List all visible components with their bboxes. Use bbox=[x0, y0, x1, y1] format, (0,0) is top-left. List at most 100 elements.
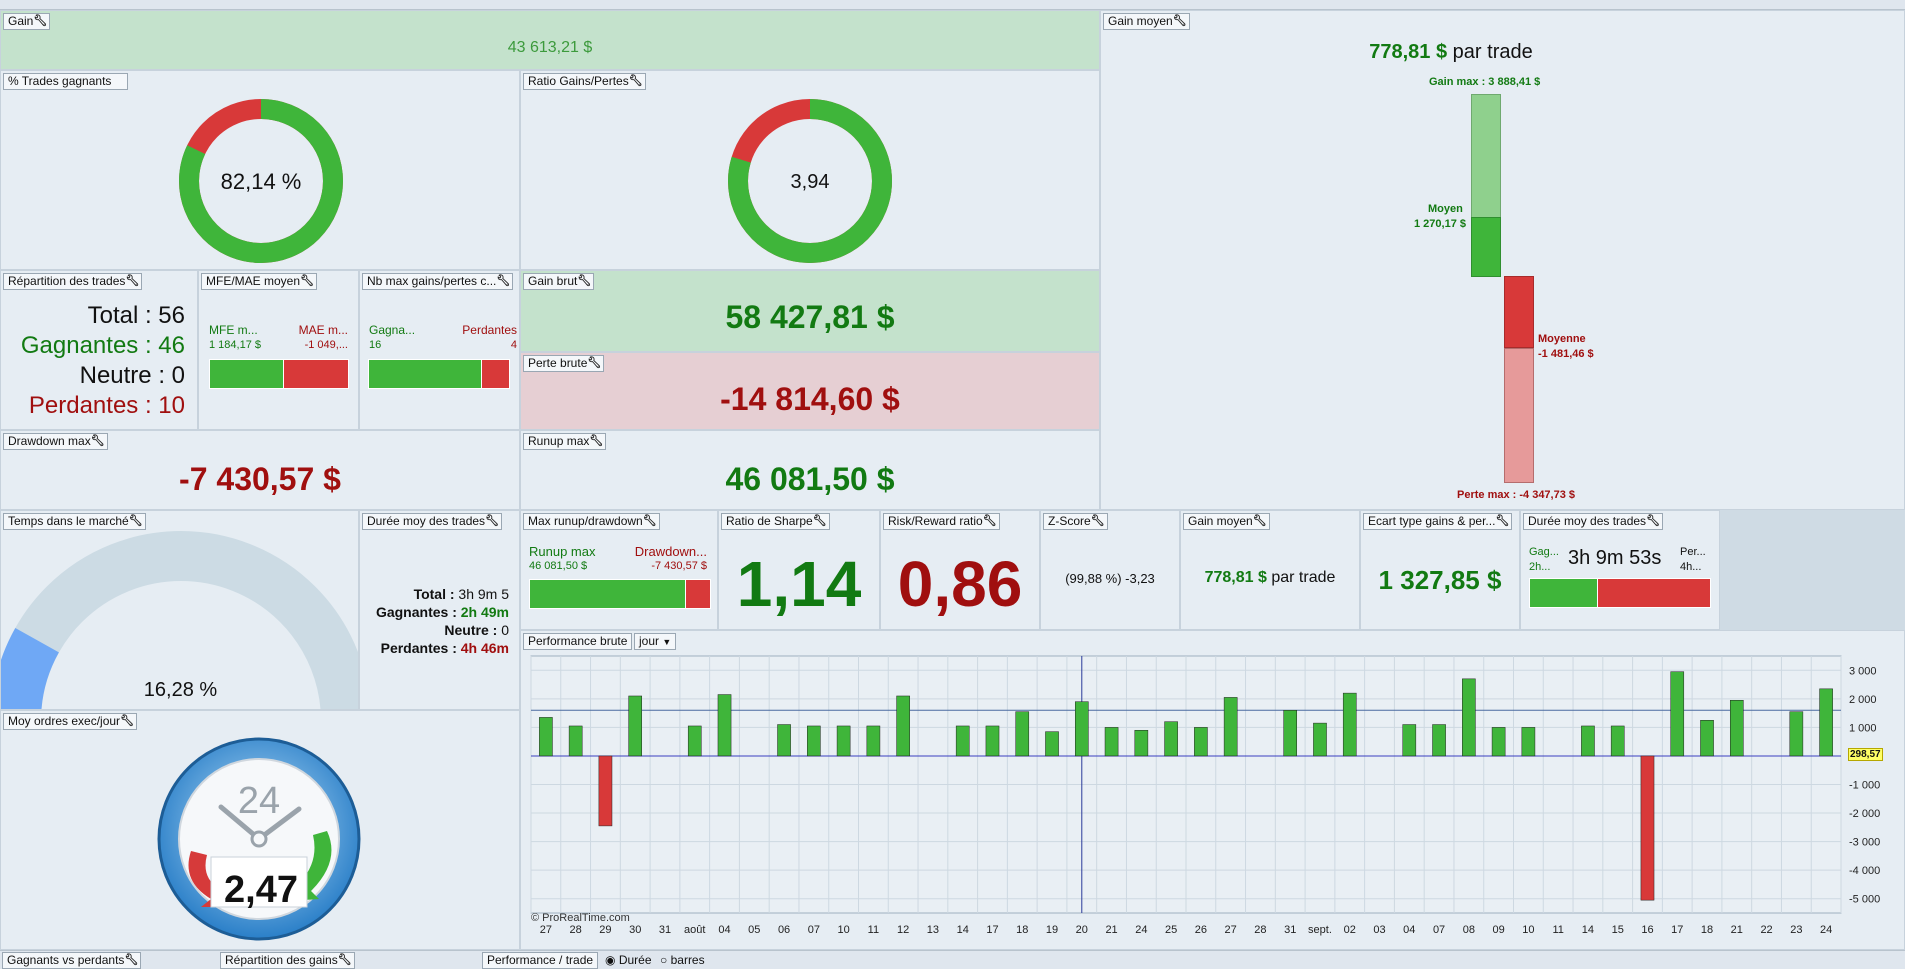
wrench-icon[interactable]: 🔧︎ bbox=[1172, 15, 1187, 27]
gain-brut-value: 58 427,81 $ bbox=[725, 299, 895, 335]
mfe-mae-title[interactable]: MFE/MAE moyen 🔧︎ bbox=[201, 273, 318, 290]
bottom-tab-perf-trade[interactable]: Performance / trade bbox=[482, 952, 599, 969]
wrench-icon[interactable]: 🔧︎ bbox=[628, 75, 643, 87]
perf-brute-select[interactable]: jour ▼ bbox=[634, 633, 677, 650]
nb-max-title[interactable]: Nb max gains/pertes c... 🔧︎ bbox=[362, 273, 514, 290]
chart-xtick-label: 18 bbox=[1701, 924, 1713, 936]
chart-xtick-label: 30 bbox=[629, 924, 641, 936]
moy-ordres-title[interactable]: Moy ordres exec/jour 🔧︎ bbox=[3, 713, 138, 730]
nb-max-gagnants-label: Gagna... bbox=[369, 323, 416, 337]
wrench-icon[interactable]: 🔧︎ bbox=[485, 515, 500, 527]
chart-bar bbox=[1610, 725, 1625, 757]
wrench-icon[interactable]: 🔧︎ bbox=[577, 275, 592, 287]
chart-xtick-label: 15 bbox=[1612, 924, 1624, 936]
moyenne-label: Moyenne bbox=[1538, 333, 1586, 345]
chart-bar bbox=[1729, 700, 1744, 757]
wrench-icon[interactable]: 🔧︎ bbox=[124, 954, 139, 966]
chart-xtick-label: 04 bbox=[718, 924, 730, 936]
max-runup-dd-title[interactable]: Max runup/drawdown 🔧︎ bbox=[523, 513, 660, 530]
runup-panel: Runup max 🔧︎ 46 081,50 $ bbox=[520, 430, 1100, 510]
wrench-icon[interactable]: 🔧︎ bbox=[1495, 515, 1510, 527]
perf-brute-title[interactable]: Performance brute bbox=[523, 633, 633, 650]
repartition-title-label: Répartition des trades bbox=[8, 274, 126, 288]
mfe-mae-panel: MFE/MAE moyen 🔧︎ MFE m... 1 184,17 $ MAE … bbox=[198, 270, 359, 430]
wrench-icon[interactable]: 🔧︎ bbox=[587, 357, 602, 369]
chart-xtick-label: 24 bbox=[1135, 924, 1147, 936]
ecart-type-title[interactable]: Ecart type gains & per... 🔧︎ bbox=[1363, 513, 1513, 530]
duree-moy2-title[interactable]: Durée moy des trades 🔧︎ bbox=[1523, 513, 1664, 530]
nb-max-gagnants-value: 16 bbox=[369, 339, 382, 351]
duree2-gag-value: 2h... bbox=[1529, 561, 1551, 573]
runup-title-label: Runup max bbox=[528, 434, 590, 448]
temps-marche-title[interactable]: Temps dans le marché 🔧︎ bbox=[3, 513, 146, 530]
wrench-icon[interactable]: 🔧︎ bbox=[982, 515, 997, 527]
perte-brute-panel: Perte brute 🔧︎ -14 814,60 $ bbox=[520, 352, 1100, 430]
wrench-icon[interactable]: 🔧︎ bbox=[812, 515, 827, 527]
chart-xtick-label: 11 bbox=[868, 924, 879, 936]
wrench-icon[interactable]: 🔧︎ bbox=[90, 435, 105, 447]
chart-xtick-label: 21 bbox=[1731, 924, 1743, 936]
repartition-title[interactable]: Répartition des trades 🔧︎ bbox=[3, 273, 143, 290]
wrench-icon[interactable]: 🔧︎ bbox=[120, 715, 135, 727]
loss-avg-bar bbox=[1504, 276, 1534, 348]
moy-ordres-title-label: Moy ordres exec/jour bbox=[8, 714, 121, 728]
gain-brut-title[interactable]: Gain brut 🔧︎ bbox=[523, 273, 595, 290]
bottom-tab-gagnants[interactable]: Gagnants vs perdants 🔧︎ bbox=[2, 952, 142, 969]
risk-reward-title[interactable]: Risk/Reward ratio 🔧︎ bbox=[883, 513, 1000, 530]
zscore-title[interactable]: Z-Score 🔧︎ bbox=[1043, 513, 1108, 530]
chart-xtick-label: 06 bbox=[778, 924, 790, 936]
radio-barres[interactable]: ○ barres bbox=[660, 953, 705, 967]
sharpe-title-label: Ratio de Sharpe bbox=[726, 514, 813, 528]
duree-neutre-row: Neutre : 0 bbox=[376, 621, 509, 639]
wrench-icon[interactable]: 🔧︎ bbox=[128, 515, 143, 527]
runup-bar-fill bbox=[530, 580, 685, 608]
chart-bar bbox=[1700, 720, 1714, 757]
perte-brute-title[interactable]: Perte brute 🔧︎ bbox=[523, 355, 605, 372]
duree-moy2-title-label: Durée moy des trades bbox=[1528, 514, 1647, 528]
chart-xtick-label: 27 bbox=[1225, 924, 1237, 936]
trades-gagnants-panel: % Trades gagnants 82,14 % bbox=[0, 70, 520, 270]
wrench-icon[interactable]: 🔧︎ bbox=[496, 275, 511, 287]
empty-area bbox=[1720, 510, 1905, 630]
mae-bar-fill bbox=[283, 360, 348, 388]
wrench-icon[interactable]: 🔧︎ bbox=[337, 954, 352, 966]
chart-ytick-label: 2 000 bbox=[1849, 694, 1877, 706]
duree-moy2-panel: Durée moy des trades 🔧︎ Gag... 2h... 3h 9… bbox=[1520, 510, 1720, 630]
moy-ordres-value: 2,47 bbox=[224, 869, 298, 911]
chart-bar bbox=[1342, 692, 1357, 757]
chart-bar bbox=[836, 725, 851, 757]
gain-moyen-small-suffix: par trade bbox=[1271, 569, 1336, 586]
gain-value: 43 613,21 $ bbox=[507, 39, 593, 56]
chart-bar bbox=[955, 725, 970, 757]
chart-xtick-label: 20 bbox=[1076, 924, 1088, 936]
wrench-icon[interactable]: 🔧︎ bbox=[589, 435, 604, 447]
wrench-icon[interactable]: 🔧︎ bbox=[1252, 515, 1267, 527]
gain-moyen-title-label: Gain moyen bbox=[1108, 14, 1173, 28]
wrench-icon[interactable]: 🔧︎ bbox=[1090, 515, 1105, 527]
gain-moyen-small-title[interactable]: Gain moyen 🔧︎ bbox=[1183, 513, 1270, 530]
wrench-icon[interactable]: 🔧︎ bbox=[642, 515, 657, 527]
chart-xtick-label: 02 bbox=[1344, 924, 1356, 936]
duree-moy-title[interactable]: Durée moy des trades 🔧︎ bbox=[362, 513, 503, 530]
nb-max-bar bbox=[368, 359, 510, 389]
runup-title[interactable]: Runup max 🔧︎ bbox=[523, 433, 607, 450]
radio-duree[interactable]: ◉ Durée bbox=[605, 953, 652, 967]
chart-xtick-label: 08 bbox=[1463, 924, 1475, 936]
trades-gagnants-title[interactable]: % Trades gagnants bbox=[3, 73, 129, 90]
gain-moyen-title[interactable]: Gain moyen 🔧︎ bbox=[1103, 13, 1190, 30]
mfe-bar-fill bbox=[210, 360, 284, 388]
wrench-icon[interactable]: 🔧︎ bbox=[33, 15, 48, 27]
nb-max-panel: Nb max gains/pertes c... 🔧︎ Gagna... 16 P… bbox=[359, 270, 520, 430]
bottom-tab-repartition[interactable]: Répartition des gains 🔧︎ bbox=[220, 952, 355, 969]
wrench-icon[interactable]: 🔧︎ bbox=[300, 275, 315, 287]
gain-title[interactable]: Gain 🔧︎ bbox=[3, 13, 51, 30]
sharpe-title[interactable]: Ratio de Sharpe 🔧︎ bbox=[721, 513, 830, 530]
wrench-icon[interactable]: 🔧︎ bbox=[1646, 515, 1661, 527]
duree2-bar bbox=[1529, 578, 1711, 608]
ratio-title[interactable]: Ratio Gains/Pertes 🔧︎ bbox=[523, 73, 646, 90]
drawdown-title[interactable]: Drawdown max 🔧︎ bbox=[3, 433, 108, 450]
chart-bar bbox=[628, 695, 643, 757]
wrench-icon[interactable]: 🔧︎ bbox=[125, 275, 140, 287]
chart-ytick-label: -3 000 bbox=[1849, 837, 1880, 849]
